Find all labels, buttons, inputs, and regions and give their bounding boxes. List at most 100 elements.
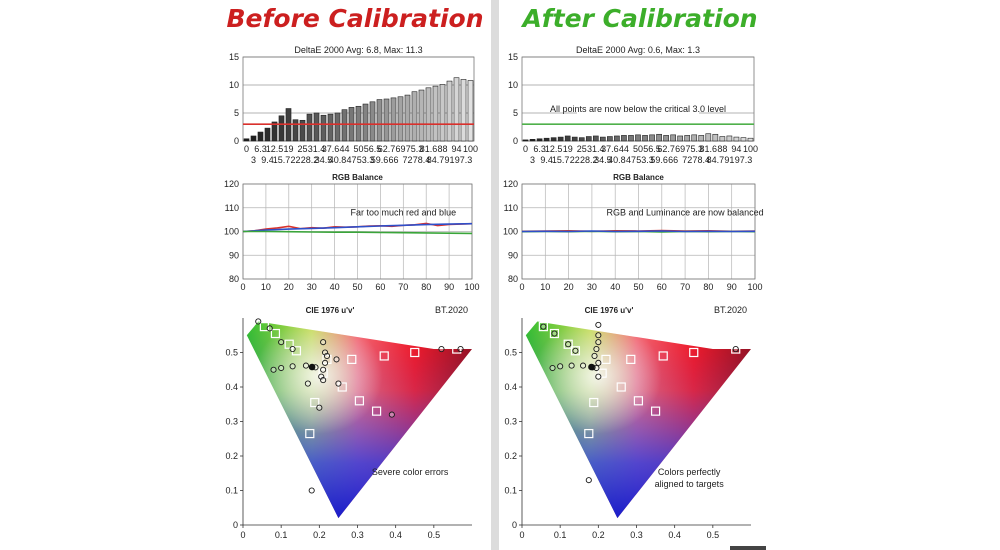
bar <box>656 133 662 142</box>
x-tick-label: 50 <box>633 144 643 154</box>
target-square <box>616 382 626 392</box>
bar <box>684 135 691 142</box>
bar <box>592 135 599 142</box>
bar <box>425 87 432 142</box>
white-point <box>308 363 316 371</box>
target-square <box>626 354 636 364</box>
bar <box>635 134 641 142</box>
gamut-fill <box>525 321 751 519</box>
measured-point <box>568 362 575 369</box>
y-tick-label: 120 <box>224 179 239 189</box>
measured-point <box>289 363 296 370</box>
measured-point <box>289 345 296 353</box>
x-tick-label: 9.4 <box>540 155 553 165</box>
measured-point <box>320 366 327 373</box>
x-tick-label: 78.4 <box>693 155 711 165</box>
measured-point <box>322 359 329 366</box>
series-line <box>242 222 473 233</box>
measured-point <box>585 477 592 484</box>
x-tick-label: 69 <box>675 144 685 154</box>
x-tick-label: 31.4 <box>308 144 326 154</box>
x-tick-label: 91 <box>444 155 454 165</box>
measured-point <box>732 345 739 353</box>
x-tick-label: 6.3 <box>533 144 546 154</box>
target-square <box>379 351 389 361</box>
x-tick-label: 0.2 <box>592 530 605 540</box>
cie-annotation: Colors perfectly <box>658 467 721 477</box>
x-tick-label: 90 <box>727 282 737 292</box>
target-square <box>650 406 661 416</box>
x-tick-label: 44 <box>339 144 349 154</box>
measured-point <box>595 321 602 328</box>
measured-point <box>551 330 558 337</box>
y-tick-label: 90 <box>508 250 518 260</box>
x-tick-label: 47 <box>346 155 356 165</box>
measured-point <box>595 332 602 339</box>
before-cie-chart: CIE 1976 u'v' BT.2020 0 0.1 0.2 0.3 0.4 0.5 0 0.1… <box>225 305 472 540</box>
target-square <box>538 322 548 332</box>
x-tick-label: 0 <box>240 530 245 540</box>
x-tick-label: 66 <box>668 155 678 165</box>
y-tick-label: 0.5 <box>504 348 517 358</box>
bar <box>446 80 453 142</box>
target-square <box>452 344 462 354</box>
bar <box>404 94 411 142</box>
y-tick-label: 0.3 <box>504 417 517 427</box>
bar <box>628 135 634 142</box>
measured-point <box>591 352 598 360</box>
x-tick-label: 9.4 <box>261 155 274 165</box>
x-tick-label: 15.7 <box>552 155 570 165</box>
x-tick-label: 97.3 <box>455 155 473 165</box>
measured-point <box>278 339 285 346</box>
bar <box>460 79 467 142</box>
target-square <box>284 339 294 349</box>
x-tick-label: 70 <box>398 282 408 292</box>
x-tick-label: 88 <box>717 144 727 154</box>
bar <box>649 134 655 142</box>
rgb-annotation: Far too much red and blue <box>351 207 457 217</box>
bar <box>677 135 684 142</box>
x-tick-label: 0 <box>244 144 249 154</box>
measured-point <box>323 352 331 360</box>
x-tick-label: 75.3 <box>406 144 424 154</box>
rgb-annotation: RGB and Luminance are now balanced <box>607 207 764 217</box>
measured-point <box>304 380 311 387</box>
gamut-white <box>525 321 751 519</box>
target-square <box>310 397 320 408</box>
after-calibration-heading: After Calibration <box>522 4 758 33</box>
bar <box>607 136 613 142</box>
y-tick-label: 0.2 <box>504 451 517 461</box>
measured-point <box>595 359 602 366</box>
x-tick-label: 0.1 <box>275 530 288 540</box>
x-tick-label: 62.7 <box>378 144 396 154</box>
y-tick-label: 15 <box>229 52 239 62</box>
bar <box>250 135 257 142</box>
measured-point <box>316 404 323 411</box>
gamut-white <box>246 321 472 519</box>
bar <box>390 97 397 142</box>
before-cie-title: CIE 1976 u'v' <box>306 306 355 315</box>
bar <box>698 135 705 142</box>
x-tick-label: 0.1 <box>554 530 567 540</box>
x-tick-label: 37.6 <box>601 144 619 154</box>
bar <box>571 136 578 142</box>
x-tick-label: 10 <box>540 282 550 292</box>
measured-point <box>333 356 340 363</box>
y-tick-label: 0.5 <box>225 348 238 358</box>
x-tick-label: 50 <box>633 282 643 292</box>
target-square <box>731 344 741 354</box>
measured-point <box>595 373 602 380</box>
target-square <box>570 346 581 356</box>
y-tick-label: 0 <box>513 136 518 146</box>
bar <box>362 103 369 142</box>
y-tick-label: 0.1 <box>225 486 238 496</box>
x-tick-label: 0.5 <box>428 530 441 540</box>
y-tick-label: 120 <box>503 179 518 189</box>
y-tick-label: 15 <box>508 52 518 62</box>
target-square <box>584 428 594 439</box>
x-tick-label: 80 <box>421 282 431 292</box>
measured-point <box>549 364 556 372</box>
threshold-annotation: All points are now below the critical 3.… <box>550 104 726 114</box>
x-tick-label: 3 <box>251 155 256 165</box>
bar <box>557 136 564 142</box>
